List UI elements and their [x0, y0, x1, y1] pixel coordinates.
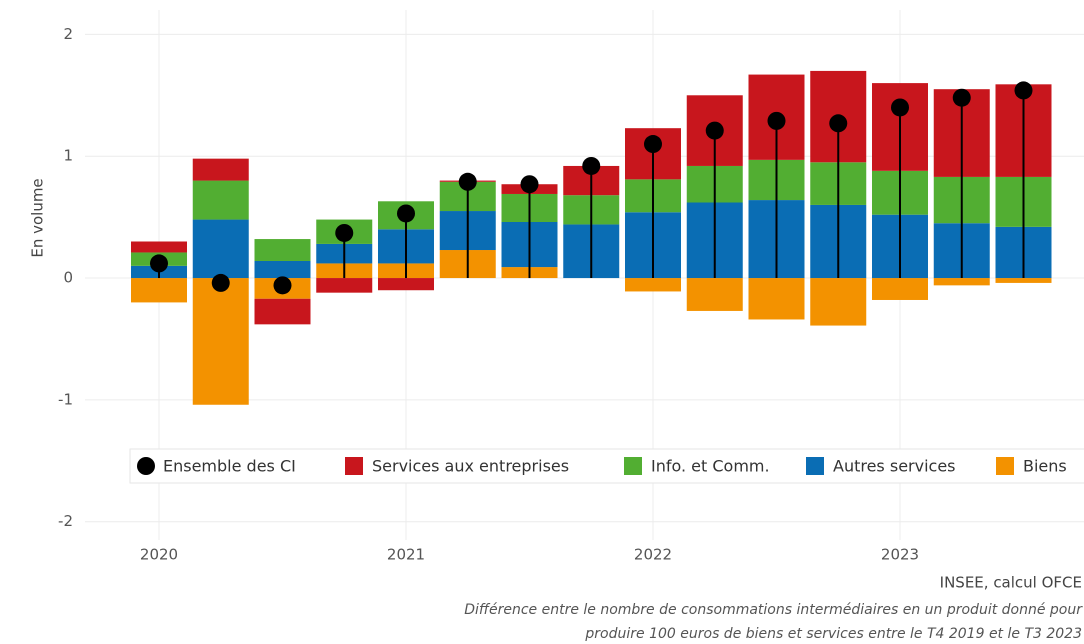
bar-segment [192, 278, 249, 405]
legend-label: Autres services [833, 457, 956, 476]
bar-segment [872, 278, 928, 300]
legend-label: Info. et Comm. [651, 457, 770, 476]
dot [211, 273, 230, 292]
y-tick-label: 0 [63, 269, 73, 287]
dot [582, 156, 601, 175]
bar-segment [748, 278, 805, 320]
y-axis-label: En volume [29, 178, 47, 257]
bar-segment [131, 278, 187, 303]
x-tick-label: 2022 [634, 546, 672, 564]
dot [273, 276, 292, 295]
bar-segment [254, 298, 311, 325]
legend-marker [996, 457, 1014, 475]
dot [1014, 81, 1033, 100]
legend-marker [806, 457, 824, 475]
dot [458, 172, 477, 191]
y-tick-label: -1 [58, 390, 73, 408]
bar-segment [192, 180, 249, 220]
dot [150, 254, 168, 273]
y-tick-label: -2 [58, 512, 73, 530]
x-tick-label: 2021 [387, 546, 425, 564]
bar-segment [625, 278, 681, 292]
dot [767, 111, 786, 130]
legend-label: Biens [1023, 457, 1067, 476]
legend-marker [624, 457, 642, 475]
bar-segment [316, 278, 373, 293]
dot [891, 98, 909, 117]
dot [829, 114, 848, 133]
legend-label: Ensemble des CI [163, 457, 296, 476]
dot [335, 223, 354, 242]
note-line: Différence entre le nombre de consommati… [464, 602, 1083, 618]
bar-segment [254, 260, 311, 279]
bar-segment [378, 278, 434, 291]
legend-label: Services aux entreprises [372, 457, 569, 476]
legend-marker [345, 457, 363, 475]
x-tick-label: 2020 [140, 546, 178, 564]
dot [520, 175, 539, 194]
bar-segment [810, 278, 867, 326]
note-line: produire 100 euros de biens et services … [584, 626, 1082, 642]
dot [705, 121, 724, 140]
bar-segment [192, 158, 249, 181]
source: INSEE, calcul OFCE [940, 574, 1082, 592]
bar-segment [686, 278, 743, 311]
legend-marker [137, 457, 155, 475]
legend-box [129, 448, 1084, 484]
dot [644, 135, 662, 154]
dot [397, 204, 415, 223]
bar-segment [192, 219, 249, 279]
bar-segment [995, 278, 1052, 283]
x-tick-label: 2023 [881, 546, 919, 564]
bar-segment [254, 239, 311, 261]
y-tick-label: 2 [63, 25, 73, 43]
dot [952, 88, 971, 107]
bar-segment [131, 241, 187, 253]
y-tick-label: 1 [63, 147, 73, 165]
bar-segment [933, 278, 990, 286]
